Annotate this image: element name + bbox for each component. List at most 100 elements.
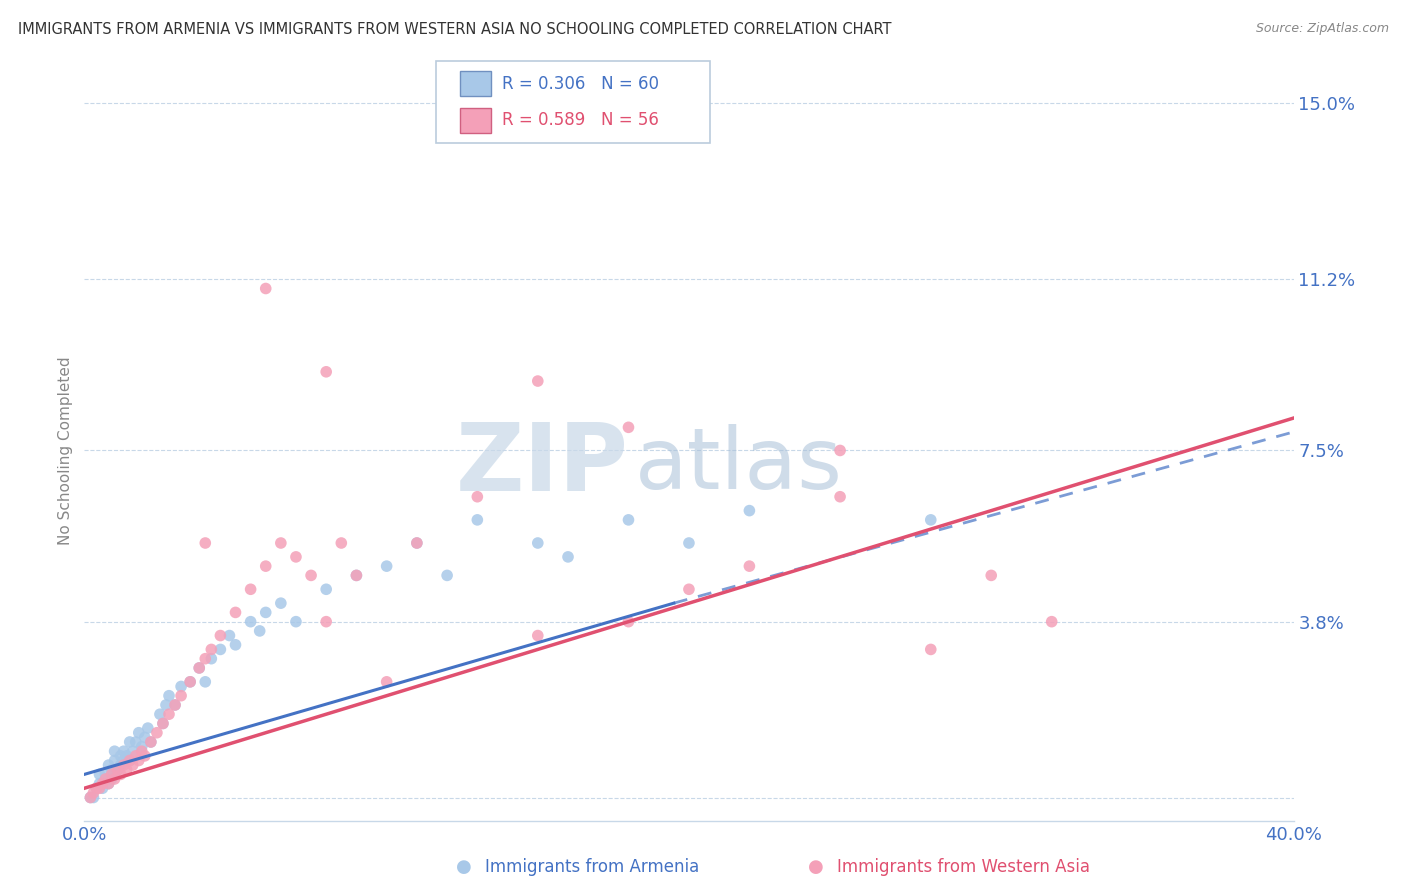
Point [249, 624, 271, 638]
Point [346, 568, 368, 582]
Point [94, 772, 117, 786]
Text: R = 0.589   N = 56: R = 0.589 N = 56 [502, 112, 659, 129]
Point [121, 758, 143, 772]
Point [527, 536, 550, 550]
Point [97, 776, 120, 791]
Point [315, 365, 337, 379]
Point [89, 781, 111, 796]
Point [139, 735, 162, 749]
Point [112, 754, 135, 768]
Point [139, 735, 162, 749]
Text: ●: ● [456, 858, 472, 876]
Point [830, 443, 852, 458]
Point [134, 731, 156, 745]
Point [91, 776, 114, 791]
Text: ZIP: ZIP [456, 419, 628, 511]
Point [920, 513, 942, 527]
Point [436, 568, 458, 582]
Point [134, 748, 156, 763]
Point [152, 716, 174, 731]
Point [91, 781, 114, 796]
Point [89, 767, 111, 781]
Text: atlas: atlas [634, 424, 842, 507]
Point [100, 763, 122, 777]
Point [131, 744, 153, 758]
Point [82, 790, 104, 805]
Point [110, 767, 132, 781]
Point [209, 642, 232, 657]
Point [115, 763, 138, 777]
Point [125, 735, 148, 749]
Point [239, 615, 262, 629]
Point [100, 767, 122, 781]
Point [118, 735, 141, 749]
Point [170, 689, 193, 703]
Point [254, 559, 277, 574]
Point [86, 781, 108, 796]
Point [157, 707, 180, 722]
Point [270, 536, 292, 550]
Text: Source: ZipAtlas.com: Source: ZipAtlas.com [1256, 22, 1389, 36]
Point [617, 420, 640, 434]
Point [1040, 615, 1063, 629]
Point [115, 748, 138, 763]
Point [118, 754, 141, 768]
Point [346, 568, 368, 582]
Point [94, 767, 117, 781]
Point [104, 767, 127, 781]
Text: IMMIGRANTS FROM ARMENIA VS IMMIGRANTS FROM WESTERN ASIA NO SCHOOLING COMPLETED C: IMMIGRANTS FROM ARMENIA VS IMMIGRANTS FR… [18, 22, 891, 37]
Point [678, 582, 700, 597]
Point [467, 513, 489, 527]
Point [830, 490, 852, 504]
Point [980, 568, 1002, 582]
Point [254, 281, 277, 295]
Point [179, 674, 201, 689]
Point [738, 503, 761, 517]
Point [285, 615, 308, 629]
Point [200, 651, 222, 665]
Point [194, 536, 217, 550]
Point [165, 698, 187, 712]
Point [107, 763, 129, 777]
Point [738, 559, 761, 574]
Point [165, 698, 187, 712]
Point [270, 596, 292, 610]
Point [467, 490, 489, 504]
Point [94, 772, 117, 786]
Point [86, 781, 108, 796]
Point [557, 549, 579, 564]
Point [617, 615, 640, 629]
Point [107, 763, 129, 777]
Point [188, 661, 211, 675]
Point [315, 582, 337, 597]
Point [79, 790, 101, 805]
Point [678, 536, 700, 550]
Point [920, 642, 942, 657]
Point [194, 651, 217, 665]
Point [110, 748, 132, 763]
Point [121, 744, 143, 758]
Point [285, 549, 308, 564]
Point [100, 772, 122, 786]
Point [112, 758, 135, 772]
Point [146, 725, 169, 739]
Point [200, 642, 222, 657]
Y-axis label: No Schooling Completed: No Schooling Completed [58, 356, 73, 545]
Point [131, 739, 153, 754]
Point [218, 628, 240, 642]
Point [315, 615, 337, 629]
Point [110, 758, 132, 772]
Point [97, 776, 120, 791]
Point [82, 786, 104, 800]
Point [149, 707, 172, 722]
Point [225, 638, 247, 652]
Point [112, 744, 135, 758]
Point [375, 559, 398, 574]
Point [194, 674, 217, 689]
Point [152, 716, 174, 731]
Point [104, 772, 127, 786]
Point [617, 513, 640, 527]
Point [330, 536, 353, 550]
Point [254, 606, 277, 620]
Point [97, 758, 120, 772]
